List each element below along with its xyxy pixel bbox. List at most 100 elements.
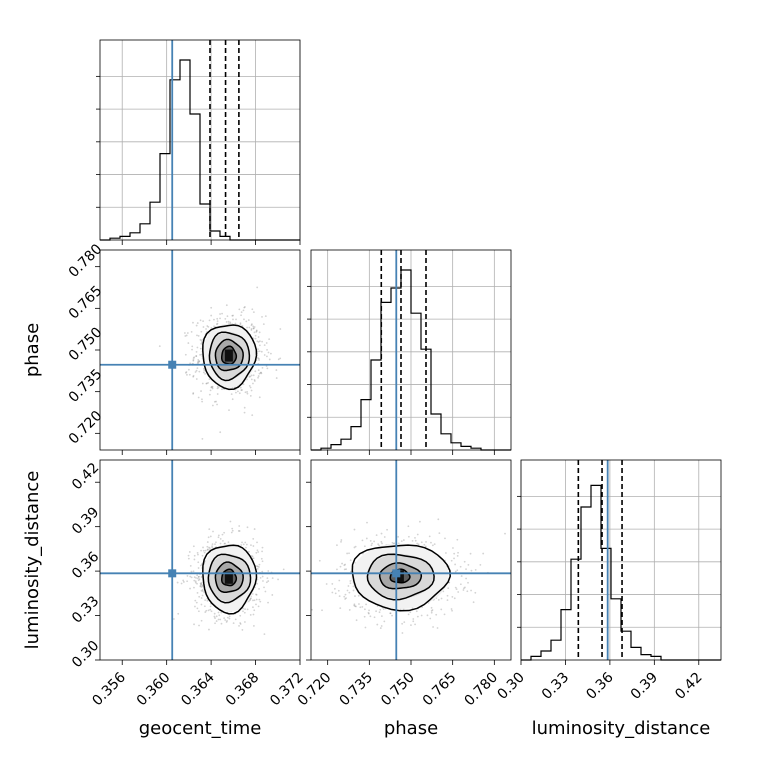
sample-point: [192, 375, 195, 378]
sample-point: [193, 623, 195, 626]
sample-point: [375, 610, 377, 613]
sample-point: [373, 540, 375, 543]
sample-point: [381, 542, 383, 545]
sample-point: [194, 581, 197, 584]
sample-point: [199, 319, 202, 322]
sample-point: [191, 345, 194, 348]
sample-point: [220, 611, 223, 614]
sample-point: [200, 603, 203, 606]
sample-point: [238, 392, 241, 395]
sample-point: [261, 550, 263, 553]
sample-point: [187, 342, 190, 344]
sample-point: [257, 341, 260, 343]
sample-point: [204, 549, 207, 552]
sample-point: [207, 381, 210, 384]
x-tick-label-phase: 0.780: [461, 670, 501, 710]
sample-point: [465, 568, 467, 571]
sample-point: [354, 545, 357, 548]
sample-point: [350, 570, 352, 573]
sample-point: [214, 543, 216, 546]
sample-point: [196, 361, 199, 363]
sample-point: [206, 599, 209, 602]
sample-point: [228, 409, 230, 412]
sample-point: [243, 411, 246, 414]
sample-point: [389, 612, 392, 615]
sample-point: [215, 400, 217, 403]
sample-point: [402, 539, 405, 541]
sample-point: [247, 319, 250, 321]
sample-point: [369, 539, 372, 542]
sample-point: [210, 386, 213, 389]
sample-point: [243, 406, 246, 409]
sample-point: [234, 618, 237, 621]
sample-point: [201, 554, 204, 557]
sample-point: [245, 546, 247, 549]
sample-point: [197, 561, 200, 564]
sample-point: [348, 552, 350, 555]
sample-point: [306, 566, 308, 568]
sample-point: [206, 548, 209, 551]
sample-point: [345, 568, 347, 571]
sample-point: [353, 603, 356, 606]
sample-point: [186, 332, 189, 334]
sample-point: [223, 617, 226, 619]
sample-point: [336, 544, 338, 547]
sample-point: [195, 355, 198, 358]
sample-point: [347, 585, 350, 587]
sample-point: [266, 367, 269, 370]
sample-point: [464, 586, 466, 589]
sample-point: [407, 535, 410, 538]
sample-point: [216, 403, 218, 406]
sample-point: [382, 608, 385, 610]
sample-point: [210, 385, 213, 388]
sample-point: [196, 592, 199, 594]
sample-point: [266, 577, 269, 580]
sample-point: [279, 328, 282, 330]
sample-point: [199, 347, 202, 350]
sample-point: [430, 606, 433, 609]
hist-phase-panel: [307, 250, 511, 451]
x-tick-label-phase: 0.750: [378, 670, 418, 710]
sample-point: [262, 323, 265, 326]
sample-point: [367, 611, 370, 614]
sample-point: [386, 528, 388, 531]
sample-point: [258, 331, 261, 334]
sample-point: [252, 599, 254, 602]
y-axis-label-luminosity_distance: luminosity_distance: [22, 471, 43, 650]
sample-point: [336, 568, 338, 571]
sample-point: [348, 609, 351, 611]
sample-point: [341, 562, 343, 565]
sample-point: [197, 361, 200, 364]
sample-point: [361, 605, 364, 608]
y-axis-label-phase: phase: [22, 323, 43, 377]
sample-point: [343, 595, 346, 598]
sample-point: [176, 581, 179, 584]
y-tick-label-phase: 0.720: [66, 408, 106, 448]
sample-point: [231, 398, 234, 401]
sample-point: [258, 566, 260, 568]
sample-point: [256, 357, 259, 359]
sample-point: [195, 324, 198, 327]
sample-point: [183, 332, 186, 334]
sample-point: [242, 383, 245, 386]
y-tick-label-phase: 0.765: [66, 283, 106, 323]
x-tick-label-phase: 0.765: [420, 670, 460, 710]
sample-point: [252, 545, 255, 547]
density-geocent_time-vs-phase-bg: [100, 250, 300, 450]
sample-point: [241, 389, 243, 391]
sample-point: [200, 549, 203, 552]
sample-point: [419, 520, 421, 523]
sample-point: [208, 628, 210, 631]
sample-point: [242, 309, 245, 312]
sample-point: [412, 618, 415, 620]
sample-point: [472, 601, 475, 604]
sample-point: [367, 612, 370, 615]
sample-point: [334, 592, 337, 595]
sample-point: [450, 608, 453, 610]
sample-point: [253, 599, 256, 602]
sample-point: [201, 588, 204, 591]
sample-point: [239, 614, 242, 617]
sample-point: [211, 387, 214, 390]
sample-point: [235, 391, 237, 394]
sample-point: [253, 326, 256, 328]
